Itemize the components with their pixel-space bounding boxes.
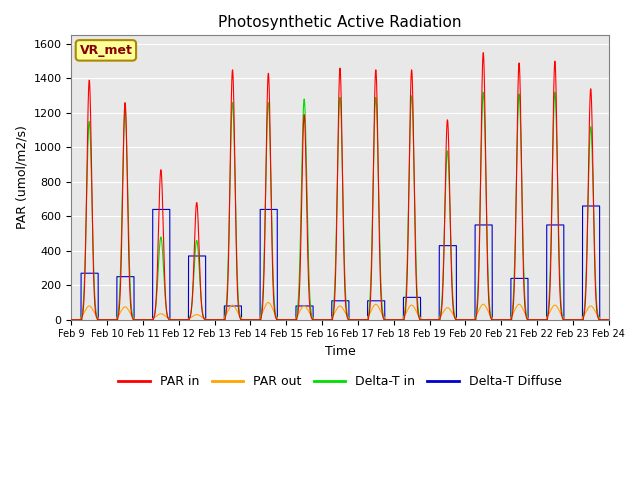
X-axis label: Time: Time: [324, 345, 355, 358]
Legend: PAR in, PAR out, Delta-T in, Delta-T Diffuse: PAR in, PAR out, Delta-T in, Delta-T Dif…: [113, 370, 566, 393]
Y-axis label: PAR (umol/m2/s): PAR (umol/m2/s): [15, 126, 28, 229]
Text: VR_met: VR_met: [79, 44, 132, 57]
Title: Photosynthetic Active Radiation: Photosynthetic Active Radiation: [218, 15, 461, 30]
